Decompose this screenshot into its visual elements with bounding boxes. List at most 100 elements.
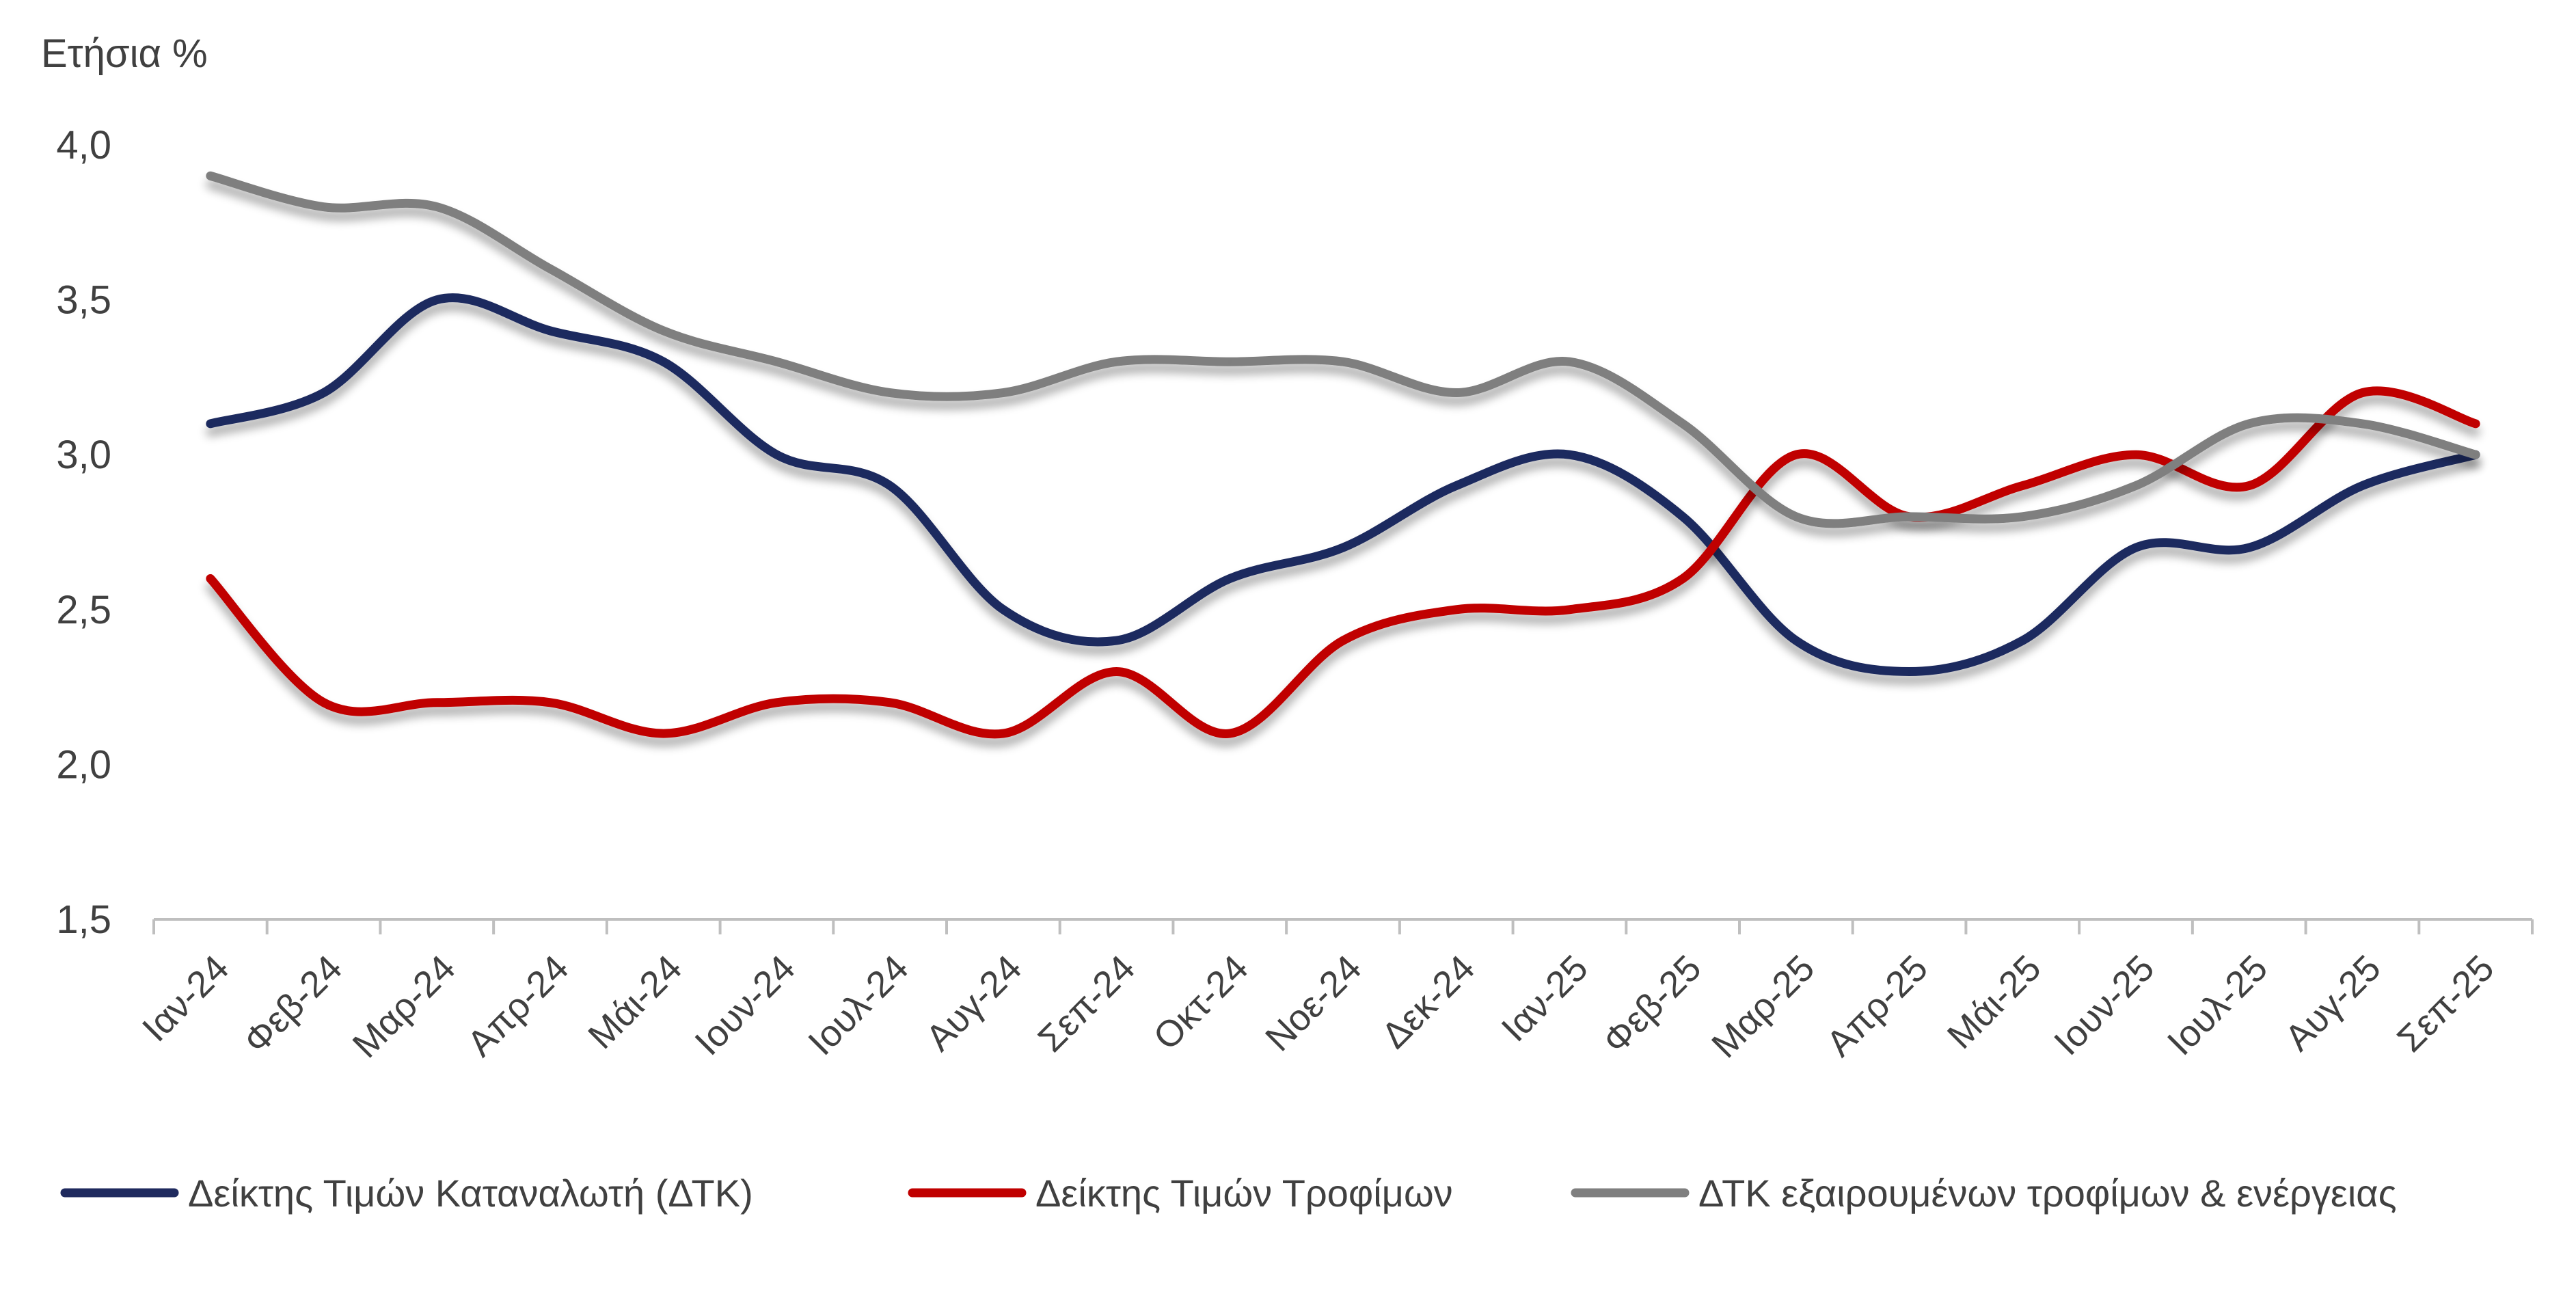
data-point [1341,638,1345,643]
y-axis-ticks: 1,5 2,0 2,5 3,0 3,5 4,0 [56,123,111,942]
data-point [2134,484,2138,488]
data-point [548,267,552,271]
series-line-1 [206,293,2480,676]
x-tick-label: Ιουν-24 [687,947,802,1063]
y-tick-label: 4,0 [56,123,111,167]
x-tick-label: Μάι-24 [580,947,690,1057]
legend-item-3: ΔΤΚ εξαιρουμένων τροφίμων & ενέργειας [1571,1172,2397,1215]
data-point [1567,453,1571,457]
data-point [2473,453,2478,457]
x-tick-label: Μάι-25 [1940,947,2049,1057]
x-tick-label: Ιουλ-24 [800,947,916,1063]
x-tick-label: Σεπ-24 [1030,947,1143,1060]
data-point [888,391,892,395]
data-point [1228,731,1232,735]
data-point [1228,360,1232,364]
legend: Δείκτης Τιμών Καταναλωτή (ΔΤΚ) Δείκτης Τι… [60,1172,2397,1215]
series-path [206,386,2480,739]
data-point [1115,669,1119,673]
legend-label: ΔΤΚ εξαιρουμένων τροφίμων & ενέργειας [1698,1172,2397,1215]
data-point [322,391,326,395]
data-point [2360,391,2364,395]
x-tick-label: Ιαν-25 [1494,947,1596,1049]
data-point [1908,669,1912,673]
data-point [1001,731,1005,735]
x-tick-label: Οκτ-24 [1145,947,1256,1057]
x-tick-label: Ιουλ-25 [2160,947,2275,1063]
data-point [208,422,213,426]
data-point [1454,484,1459,488]
data-point [548,701,552,705]
data-point [208,576,213,580]
data-point [548,329,552,333]
x-tick-label: Φεβ-25 [1595,947,1709,1062]
data-point [2020,515,2024,519]
data-point [435,205,439,209]
data-point [1228,576,1232,580]
data-point [1681,576,1685,580]
data-point [1341,360,1345,364]
y-tick-label: 3,5 [56,278,111,323]
x-tick-label: Αυγ-24 [918,947,1029,1059]
x-tick-label: Σεπ-25 [2389,947,2502,1060]
data-point [888,484,892,488]
legend-label: Δείκτης Τιμών Τροφίμων [1035,1172,1453,1215]
data-point [2360,422,2364,426]
data-point [2247,484,2251,488]
data-point [1001,608,1005,612]
y-tick-label: 2,5 [56,588,111,632]
data-point [2473,422,2478,426]
data-point [1908,515,1912,519]
data-point [2020,638,2024,643]
data-point [1115,360,1119,364]
data-point [774,701,778,705]
data-point [322,205,326,209]
x-tick-label: Μαρ-25 [1704,947,1822,1066]
x-tick-label: Ιαν-24 [135,947,236,1049]
legend-label: Δείκτης Τιμών Καταναλωτή (ΔΤΚ) [188,1172,753,1215]
y-tick-label: 3,0 [56,433,111,477]
x-tick-label: Απρ-25 [1819,947,1936,1064]
data-point [1681,422,1685,426]
y-axis-label: Ετήσια % [41,31,208,76]
data-point [435,701,439,705]
data-point [774,360,778,364]
data-point [322,701,326,705]
data-point [435,298,439,302]
legend-item-2: Δείκτης Τιμών Τροφίμων [908,1172,1453,1215]
data-point [2134,545,2138,550]
data-point [774,453,778,457]
x-tick-label: Απρ-24 [459,947,576,1064]
data-point [662,360,666,364]
x-tick-label: Μαρ-24 [345,947,463,1066]
data-point [888,701,892,705]
data-point [2360,484,2364,488]
x-tick-label: Δεκ-24 [1374,947,1482,1056]
data-point [1115,638,1119,643]
y-tick-label: 1,5 [56,897,111,942]
data-point [2134,453,2138,457]
data-point [1341,545,1345,550]
series-line-3 [206,171,2480,528]
x-tick-label: Φεβ-24 [236,947,350,1062]
series-line-2 [206,386,2480,739]
data-point [1794,638,1798,643]
x-tick-label: Ιουν-25 [2046,947,2162,1063]
data-point [662,329,666,333]
data-point [2247,422,2251,426]
x-tick-label: Νοε-24 [1258,947,1369,1059]
series-lines [206,171,2480,739]
data-point [1454,608,1459,612]
series-path [206,293,2480,676]
y-tick-label: 2,0 [56,742,111,787]
data-point [2020,484,2024,488]
legend-item-1: Δείκτης Τιμών Καταναλωτή (ΔΤΚ) [60,1172,753,1215]
data-point [1454,391,1459,395]
data-point [1681,515,1685,519]
data-point [208,174,213,178]
x-tick-label: Αυγ-25 [2277,947,2389,1059]
data-point [662,731,666,735]
